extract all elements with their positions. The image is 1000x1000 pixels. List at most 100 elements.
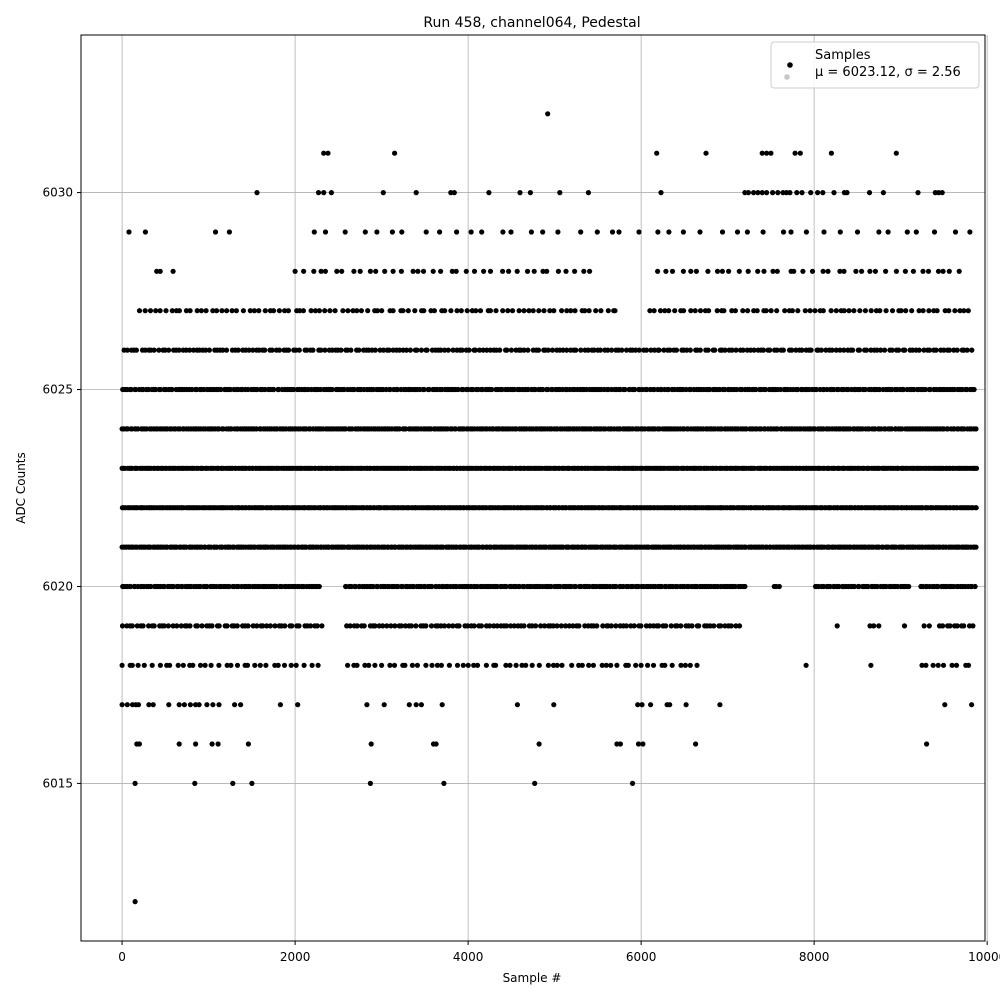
data-point bbox=[392, 623, 398, 629]
data-point bbox=[481, 268, 487, 274]
data-point bbox=[696, 623, 702, 629]
data-point bbox=[643, 347, 650, 353]
data-point bbox=[315, 190, 322, 196]
data-point bbox=[418, 702, 424, 708]
data-point bbox=[862, 386, 868, 393]
data-point bbox=[368, 741, 374, 747]
data-point bbox=[224, 662, 230, 668]
data-point bbox=[380, 190, 386, 196]
data-point bbox=[946, 268, 952, 274]
data-point bbox=[844, 190, 850, 196]
data-point bbox=[923, 662, 929, 668]
data-point bbox=[957, 308, 963, 314]
data-point bbox=[768, 150, 774, 156]
data-point bbox=[536, 662, 542, 668]
data-point bbox=[247, 308, 253, 314]
data-point bbox=[841, 268, 847, 274]
data-point bbox=[594, 623, 600, 629]
x-tick-label: 6000 bbox=[626, 950, 657, 964]
data-point bbox=[234, 623, 240, 629]
data-point bbox=[734, 229, 741, 235]
data-point bbox=[578, 347, 584, 353]
data-point bbox=[871, 623, 877, 629]
data-point bbox=[961, 623, 967, 629]
data-point bbox=[163, 308, 169, 314]
data-point bbox=[566, 623, 572, 629]
data-point bbox=[694, 662, 700, 668]
data-point bbox=[380, 623, 386, 629]
data-point bbox=[825, 268, 831, 274]
data-point bbox=[471, 662, 477, 668]
data-point bbox=[740, 347, 746, 353]
data-point bbox=[187, 308, 193, 314]
y-tick-label: 6025 bbox=[42, 383, 73, 397]
data-point bbox=[883, 308, 889, 314]
data-point bbox=[418, 347, 424, 353]
x-tick-label: 0 bbox=[118, 950, 126, 964]
data-point bbox=[799, 190, 805, 196]
data-point bbox=[904, 229, 910, 235]
data-point bbox=[593, 308, 599, 314]
data-point bbox=[705, 268, 711, 274]
data-point bbox=[206, 347, 212, 353]
data-point bbox=[480, 347, 486, 353]
data-point bbox=[591, 347, 597, 353]
data-point bbox=[609, 229, 616, 235]
data-point bbox=[837, 268, 843, 274]
data-point bbox=[493, 308, 499, 314]
data-point bbox=[559, 662, 565, 668]
data-point bbox=[667, 347, 673, 353]
data-point bbox=[554, 662, 560, 668]
data-point bbox=[455, 386, 461, 393]
data-point bbox=[311, 229, 317, 235]
data-point bbox=[722, 347, 728, 353]
data-point bbox=[622, 386, 628, 393]
data-point bbox=[638, 662, 644, 668]
data-point bbox=[915, 190, 921, 196]
data-point bbox=[707, 623, 713, 629]
data-point bbox=[477, 347, 483, 353]
data-point bbox=[210, 308, 216, 314]
data-point bbox=[437, 229, 443, 235]
data-point bbox=[308, 308, 314, 314]
data-point bbox=[582, 308, 588, 314]
data-point bbox=[872, 268, 879, 274]
data-point bbox=[181, 702, 187, 708]
data-point bbox=[697, 229, 703, 235]
data-point bbox=[803, 229, 810, 235]
data-point bbox=[203, 308, 209, 314]
data-point bbox=[673, 347, 680, 353]
data-point bbox=[372, 662, 378, 668]
data-point bbox=[250, 347, 256, 353]
data-point bbox=[429, 662, 435, 668]
data-point bbox=[424, 347, 430, 353]
data-point bbox=[328, 190, 334, 196]
data-point bbox=[541, 308, 547, 314]
data-point bbox=[119, 623, 126, 629]
data-point bbox=[210, 702, 216, 708]
data-point bbox=[301, 268, 307, 274]
data-point bbox=[625, 662, 631, 668]
data-point bbox=[421, 308, 427, 314]
data-point bbox=[390, 268, 396, 274]
data-point bbox=[275, 662, 281, 668]
data-point bbox=[392, 150, 398, 156]
data-point bbox=[920, 268, 926, 274]
data-point bbox=[438, 347, 444, 353]
data-point bbox=[684, 347, 690, 353]
data-point bbox=[555, 229, 561, 235]
data-point bbox=[586, 662, 592, 668]
data-point bbox=[194, 308, 200, 314]
data-point bbox=[407, 347, 413, 353]
legend-label-samples: Samples bbox=[815, 48, 871, 63]
data-point bbox=[505, 308, 511, 314]
data-point bbox=[721, 308, 727, 314]
data-point bbox=[238, 702, 244, 708]
data-point bbox=[953, 662, 960, 668]
data-point bbox=[536, 741, 542, 747]
data-point bbox=[540, 268, 546, 274]
data-point bbox=[717, 702, 723, 708]
data-point bbox=[939, 190, 945, 196]
data-point bbox=[503, 662, 509, 668]
data-point bbox=[623, 623, 630, 629]
